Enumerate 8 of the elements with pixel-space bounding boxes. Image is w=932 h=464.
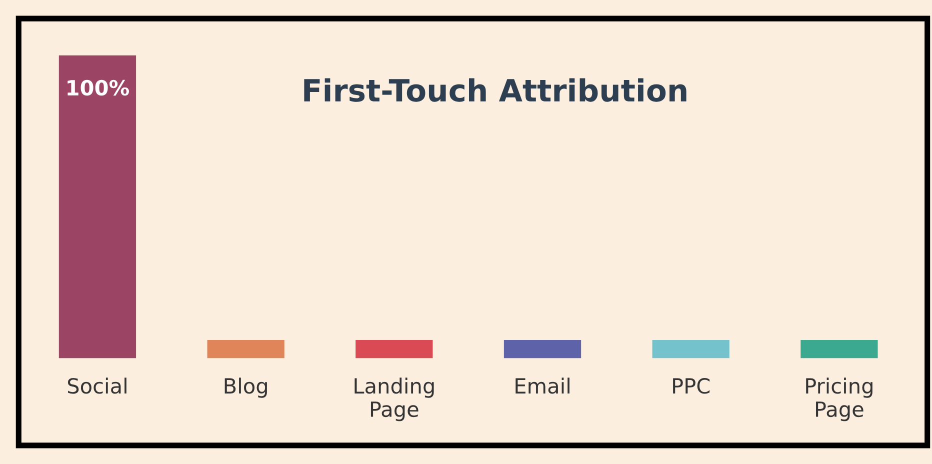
x-tick-label: Pricing Page bbox=[806, 378, 872, 422]
data-label: 100% bbox=[68, 80, 129, 96]
x-tick-label: Social bbox=[68, 378, 126, 394]
x-tick-label: Landing Page bbox=[354, 378, 434, 422]
x-tick-label: Blog bbox=[224, 378, 267, 398]
x-tick-label: PPC bbox=[673, 378, 710, 394]
x-tick-label: Email bbox=[516, 378, 570, 394]
text: First-Touch Attribution bbox=[304, 78, 686, 102]
